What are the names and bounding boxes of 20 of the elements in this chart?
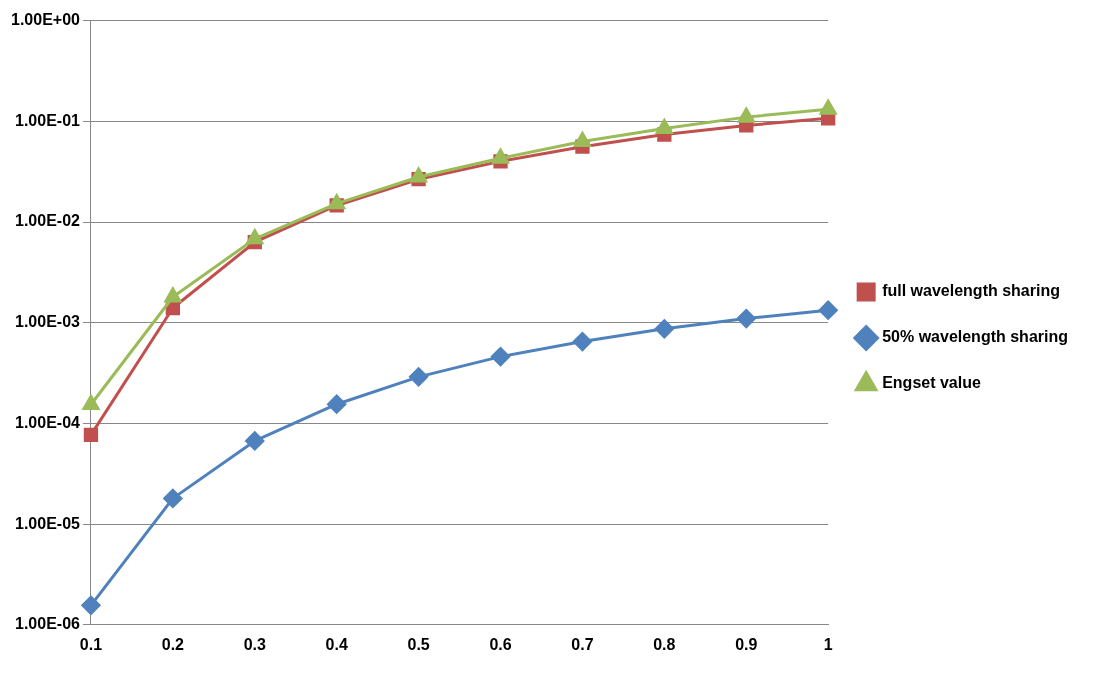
x-tick-label: 0.6	[489, 635, 512, 653]
x-tick-label: 0.4	[325, 635, 348, 653]
y-tick-label: 1.00E-01	[15, 111, 81, 129]
y-tick-label: 1.00E-04	[15, 413, 81, 431]
x-tick-label: 0.3	[243, 635, 266, 653]
x-tick-label: 0.8	[653, 635, 676, 653]
x-tick-label: 0.9	[735, 635, 758, 653]
y-tick-label: 1.00E+00	[11, 11, 81, 29]
legend-label: full wavelength sharing	[882, 282, 1060, 300]
legend-label: 50% wavelength sharing	[882, 328, 1069, 346]
x-tick-label: 0.2	[161, 635, 185, 653]
x-tick-label: 0.1	[79, 635, 103, 653]
y-tick-label: 1.00E-02	[15, 212, 81, 230]
legend-label: Engset value	[882, 374, 981, 392]
x-tick-label: 1	[823, 635, 833, 653]
y-tick-label: 1.00E-06	[15, 615, 81, 633]
x-tick-label: 0.7	[571, 635, 594, 653]
y-tick-label: 1.00E-05	[15, 514, 81, 532]
y-tick-label: 1.00E-03	[15, 313, 81, 331]
x-tick-label: 0.5	[407, 635, 430, 653]
